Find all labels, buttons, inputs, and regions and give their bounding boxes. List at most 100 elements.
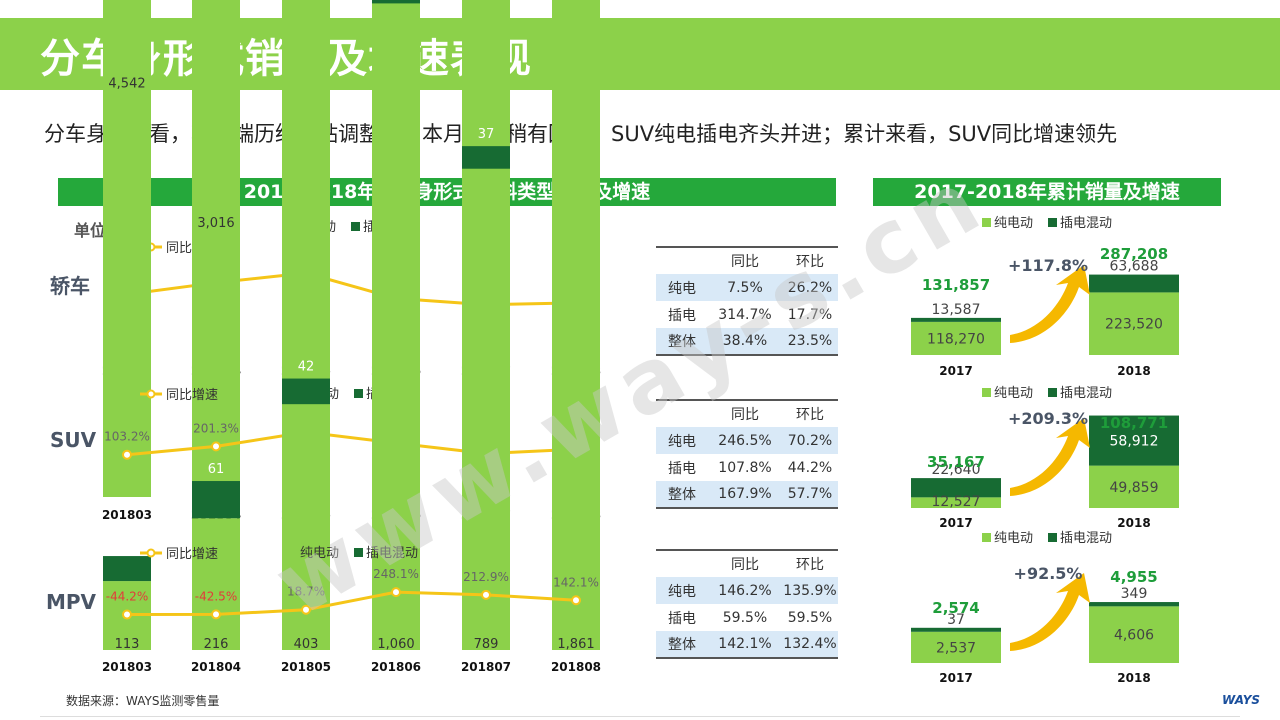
legend-phev-swatch: [1048, 388, 1057, 397]
growth-line: [126, 590, 577, 617]
cum-year-label: 2018: [1117, 671, 1150, 685]
legend-phev-swatch: [351, 222, 360, 231]
growth-point: [571, 595, 581, 606]
cum-phev-bar: [911, 478, 1001, 498]
cum-growth-label: +209.3%: [1008, 409, 1088, 428]
right-panel-title: 2017-2018年累计销量及增速: [873, 178, 1221, 206]
cum-bev-bar: [911, 497, 1001, 508]
table-cell: 17.7%: [787, 306, 833, 323]
growth-arrow: [1010, 418, 1090, 496]
legend-bev-label: 纯电动: [300, 546, 339, 561]
cum-bev-bar: [911, 631, 1001, 663]
cum-total-label: 4,955: [1110, 568, 1157, 586]
legend-bev-label: 纯电动: [994, 531, 1033, 546]
table-header-cell: 同比: [708, 246, 782, 274]
growth-point: [122, 609, 132, 620]
table-cell: 26.2%: [782, 274, 838, 301]
cum-phev-bar: [1089, 415, 1179, 466]
legend-phev-swatch: [1048, 218, 1057, 227]
table-cell: 167.9%: [708, 481, 782, 509]
row-label-mpv: MPV: [46, 590, 97, 614]
legend-bev-label: 纯电动: [994, 216, 1033, 231]
table-cell: 纯电: [656, 274, 708, 301]
row-label-sedan: 轿车: [50, 274, 90, 298]
cum-phev-label: 22,640: [932, 462, 981, 478]
category-label: 201804: [191, 660, 241, 674]
category-label: 201805: [281, 660, 331, 674]
table-header-cell: 同比: [708, 399, 782, 427]
table-cell: 纯电: [656, 577, 708, 604]
bev-value-label: 3,016: [197, 216, 234, 231]
bev-value-label: 1,060: [377, 637, 414, 652]
table-row: 纯电 146.2% 135.9%: [656, 577, 838, 604]
growth-point: [211, 441, 221, 452]
cum-year-label: 2017: [939, 671, 972, 685]
table-cell: 59.5%: [722, 609, 768, 626]
legend-phev-swatch: [354, 389, 363, 398]
cum-bev-label: 118,270: [927, 331, 985, 347]
table-cell: 142.1%: [708, 631, 782, 659]
category-label: 201806: [371, 660, 421, 674]
cum-total-label: 131,857: [922, 276, 990, 294]
bev-value-label: 403: [294, 637, 319, 652]
table-row: 纯电 246.5% 70.2%: [656, 427, 838, 454]
phev-bar: [462, 146, 510, 169]
cum-bev-bar: [1089, 292, 1179, 355]
growth-label: 18.7%: [287, 585, 325, 599]
legend-phev-swatch: [354, 548, 363, 557]
legend-growth-marker: [146, 389, 156, 399]
cum-bev-label: 12,527: [932, 494, 981, 510]
cum-phev-bar: [911, 317, 1001, 322]
growth-label: 248.1%: [373, 567, 419, 581]
legend-growth-label: 同比增速: [166, 388, 218, 403]
growth-label: 212.9%: [463, 570, 509, 584]
growth-label: 103.2%: [104, 430, 150, 444]
cum-bev-label: 49,859: [1110, 480, 1159, 496]
stats-table-mpv: 同比 环比 纯电 146.2% 135.9% 插电 59.5% 59.5% 整体 142.1% 13…: [656, 549, 838, 659]
growth-point: [211, 609, 221, 620]
cum-phev-bar: [911, 627, 1001, 632]
table-header-row: 同比 环比: [656, 246, 838, 274]
table-cell: 23.5%: [782, 328, 838, 356]
phev-bar: [192, 481, 240, 519]
cum-bev-label: 4,606: [1114, 628, 1154, 644]
category-label: 201803: [102, 508, 152, 522]
table-row: 整体 167.9% 57.7%: [656, 481, 838, 509]
cum-phev-label: 13,587: [932, 302, 981, 318]
table-cell: 70.2%: [782, 427, 838, 454]
table-cell: 132.4%: [782, 631, 838, 659]
table-header-cell: 环比: [782, 399, 838, 427]
legend-phev-label: 插电混动: [366, 546, 418, 561]
table-header-cell: [656, 246, 708, 274]
stats-table-sedan: 同比 环比 纯电 7.5% 26.2% 插电 314.7% 17.7% 整体 38.4% 23.5%: [656, 246, 838, 356]
legend-phev-label: 插电混动: [1060, 531, 1112, 546]
table-cell: 整体: [656, 328, 708, 356]
cum-phev-label: 63,688: [1110, 259, 1159, 275]
bev-bar: [192, 0, 240, 497]
legend-phev-label: 插电混动: [1060, 216, 1112, 231]
table-header-cell: [656, 399, 708, 427]
table-cell: 38.4%: [708, 328, 782, 356]
growth-arrow: [1010, 265, 1090, 343]
cum-total-label: 35,167: [927, 453, 985, 471]
legend-bev-label: 纯电动: [994, 386, 1033, 401]
cum-phev-bar: [1089, 274, 1179, 293]
table-header-row: 同比 环比: [656, 399, 838, 427]
phev-bar: [282, 378, 330, 405]
growth-label: -44.2%: [106, 590, 148, 604]
bev-bar: [103, 0, 151, 497]
table-row: 插电 314.7% 17.7%: [656, 301, 838, 328]
phev-value-label: 42: [298, 360, 315, 375]
legend-bev-swatch: [288, 548, 297, 557]
cum-phev-bar: [1089, 602, 1179, 607]
divider: [40, 716, 1240, 717]
table-row: 插电 59.5% 59.5%: [656, 604, 838, 631]
table-header-cell: 同比: [708, 549, 782, 577]
bev-bar: [192, 518, 240, 650]
table-row: 整体 142.1% 132.4%: [656, 631, 838, 659]
cum-year-label: 2018: [1117, 516, 1150, 530]
legend-bev-swatch: [982, 388, 991, 397]
growth-point: [481, 589, 491, 600]
bev-bar: [372, 3, 420, 650]
